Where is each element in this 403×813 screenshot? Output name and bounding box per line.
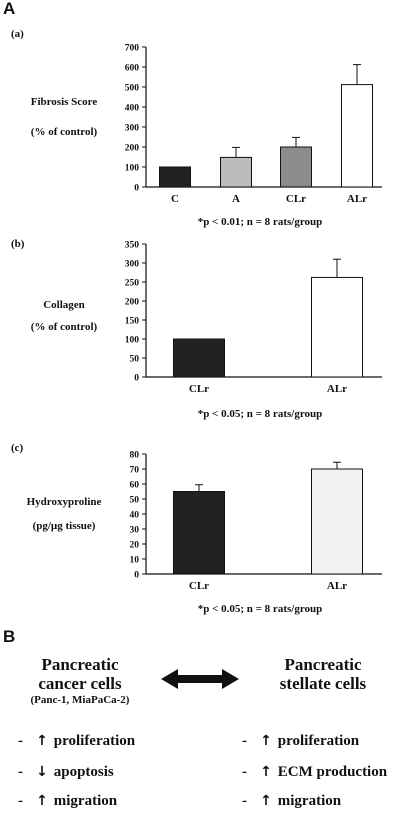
- chart-b: 0 50 100 150 200 250 300 350 CLr ALr: [125, 241, 382, 395]
- stellate-effect-2: - ↑ ECM production: [242, 764, 387, 781]
- down-arrow-icon: ↓: [36, 764, 48, 780]
- y-tick-label: 300: [125, 260, 140, 270]
- y-tick-label: 150: [125, 317, 140, 327]
- y-tick-label: 100: [125, 164, 140, 174]
- cancer-cells-lines: (Panc-1, MiaPaCa-2): [30, 694, 130, 706]
- cancer-cells-title-line1: Pancreatic: [41, 655, 119, 674]
- chart-b-note: *p < 0.05; n = 8 rats/group: [197, 408, 323, 420]
- dash-bullet: -: [242, 764, 247, 780]
- y-tick-label: 400: [125, 104, 140, 114]
- bar-A: [220, 156, 252, 188]
- y-tick-label: 40: [130, 511, 140, 521]
- up-arrow-icon: ↑: [260, 764, 272, 780]
- effect-text: ECM production: [277, 764, 388, 780]
- bar-ALr: [311, 468, 363, 575]
- y-tick-label: 30: [130, 526, 140, 536]
- bar-CLr: [173, 338, 225, 378]
- y-tick-label: 50: [130, 496, 140, 506]
- chart-c-ylabel-line1: Hydroxyproline: [26, 496, 102, 508]
- y-tick-label: 350: [125, 241, 140, 251]
- double-arrow-icon: [161, 669, 239, 689]
- y-tick-label: 0: [134, 571, 139, 581]
- chart-c-note: *p < 0.05; n = 8 rats/group: [197, 603, 323, 615]
- chart-a-panel-label: (a): [11, 28, 24, 40]
- chart-a-ylabel-line1: Fibrosis Score: [30, 96, 98, 108]
- dash-bullet: -: [242, 793, 247, 809]
- chart-a-ylabel-line2: (% of control): [30, 126, 98, 138]
- y-tick-label: 10: [130, 556, 140, 566]
- stellate-effect-1: - ↑ proliferation: [242, 733, 359, 750]
- panel-a-label: A: [3, 0, 16, 18]
- cancer-effect-1: - ↑ proliferation: [18, 733, 135, 750]
- up-arrow-icon: ↑: [36, 793, 48, 809]
- x-tick-label: A: [232, 193, 240, 205]
- dash-bullet: -: [242, 733, 247, 749]
- stellate-cells-title-line2: stellate cells: [279, 674, 367, 693]
- cancer-effect-3: - ↑ migration: [18, 793, 117, 810]
- chart-b-ylabel-line1: Collagen: [43, 299, 85, 311]
- chart-c-ylabel-line2: (pg/µg tissue): [32, 520, 96, 532]
- y-tick-label: 70: [130, 466, 140, 476]
- cancer-effect-2: - ↓ apoptosis: [18, 764, 114, 781]
- y-tick-label: 60: [130, 481, 140, 491]
- chart-c: 0 10 20 30 40 50 60 70 80 CLr ALr: [130, 451, 382, 592]
- chart-a-note: *p < 0.01; n = 8 rats/group: [197, 216, 323, 228]
- dash-bullet: -: [18, 764, 23, 780]
- y-tick-label: 200: [125, 144, 140, 154]
- y-tick-label: 700: [125, 44, 140, 54]
- up-arrow-icon: ↑: [260, 793, 272, 809]
- chart-b-panel-label: (b): [11, 238, 25, 250]
- x-tick-label: CLr: [189, 383, 209, 395]
- y-tick-label: 500: [125, 84, 140, 94]
- y-tick-label: 0: [134, 184, 139, 194]
- y-tick-label: 250: [125, 279, 140, 289]
- stellate-cells-title-line1: Pancreatic: [284, 655, 362, 674]
- y-tick-label: 80: [130, 451, 140, 461]
- stellate-effect-3: - ↑ migration: [242, 793, 341, 810]
- bar-CLr: [280, 146, 312, 188]
- y-tick-label: 200: [125, 298, 140, 308]
- y-tick-label: 300: [125, 124, 140, 134]
- dash-bullet: -: [18, 793, 23, 809]
- x-tick-label: ALr: [327, 580, 347, 592]
- up-arrow-icon: ↑: [260, 733, 272, 749]
- chart-a: 0 100 200 300 400 500 600 700 C A CLr ALr: [125, 44, 382, 205]
- effect-text: apoptosis: [53, 764, 114, 780]
- x-tick-label: ALr: [327, 383, 347, 395]
- x-tick-label: CLr: [189, 580, 209, 592]
- bar-C: [159, 166, 191, 188]
- y-tick-label: 0: [134, 374, 139, 384]
- chart-c-panel-label: (c): [11, 442, 24, 454]
- y-tick-label: 50: [130, 355, 140, 365]
- effect-text: migration: [277, 793, 342, 809]
- effect-text: proliferation: [277, 733, 360, 749]
- up-arrow-icon: ↑: [36, 733, 48, 749]
- y-tick-label: 100: [125, 336, 140, 346]
- x-tick-label: ALr: [347, 193, 367, 205]
- x-tick-label: C: [171, 193, 179, 205]
- dash-bullet: -: [18, 733, 23, 749]
- bar-ALr: [341, 84, 373, 188]
- cancer-cells-title-line2: cancer cells: [38, 674, 122, 693]
- chart-b-ylabel-line2: (% of control): [30, 321, 98, 333]
- y-tick-label: 600: [125, 64, 140, 74]
- effect-text: proliferation: [53, 733, 136, 749]
- x-tick-label: CLr: [286, 193, 306, 205]
- effect-text: migration: [53, 793, 118, 809]
- y-tick-label: 20: [130, 541, 140, 551]
- panel-b-label: B: [3, 627, 16, 646]
